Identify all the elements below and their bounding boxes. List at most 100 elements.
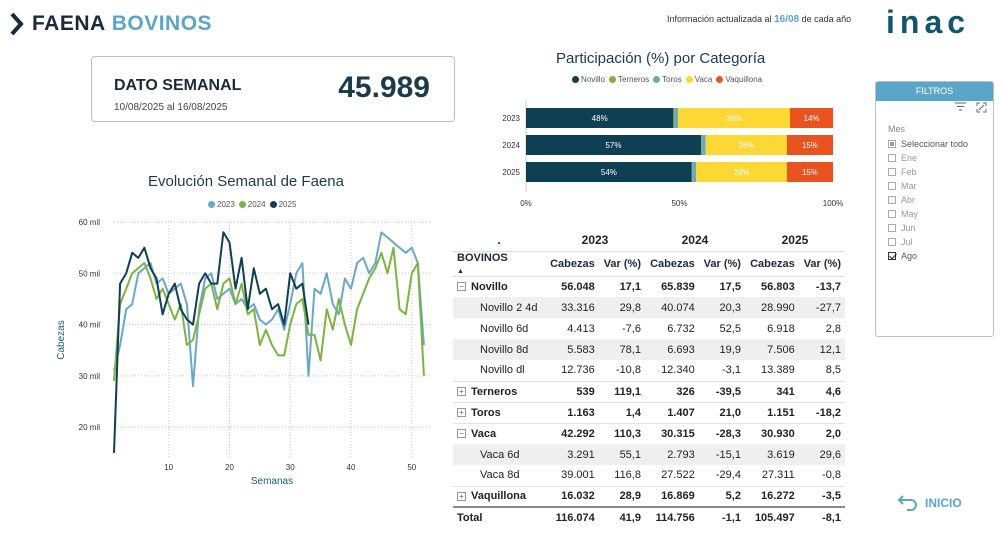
chevron-right-icon xyxy=(10,12,24,36)
inicio-button[interactable]: INICIO xyxy=(897,492,962,514)
table-row[interactable]: + Toros 1.163 1,4 1.407 21,0 1.151 -18,2 xyxy=(453,401,845,423)
expand-icon[interactable] xyxy=(976,102,987,113)
row-label: Novillo 6d xyxy=(480,322,529,335)
row-label-cell: Total xyxy=(453,506,545,528)
clear-filter-icon[interactable] xyxy=(955,102,966,111)
table-row[interactable]: − Novillo 56.048 17,1 65.839 17,5 56.803 -13,7 xyxy=(453,275,845,297)
legend-item[interactable]: 2025 xyxy=(269,200,296,209)
filter-checkbox[interactable] xyxy=(888,154,896,162)
cabezas-cell: 3.291 xyxy=(545,444,599,465)
bar-chart-title: Participación (%) por Categoría xyxy=(556,50,766,67)
column-header-cabezas[interactable]: Cabezas xyxy=(744,251,799,277)
collapse-icon[interactable]: − xyxy=(457,282,466,292)
cabezas-cell: 30.315 xyxy=(644,422,699,444)
legend-item[interactable]: Novillo xyxy=(572,75,605,84)
sort-ascending-icon[interactable]: ▲ xyxy=(457,267,464,275)
column-header-var[interactable]: Var (%) xyxy=(698,251,745,277)
filter-checkbox[interactable] xyxy=(888,224,896,232)
cabezas-cell: 16.869 xyxy=(644,485,699,507)
bar-segment[interactable] xyxy=(674,108,678,128)
series-line-2025[interactable] xyxy=(113,231,310,453)
cabezas-cell: 1.407 xyxy=(644,401,699,423)
filter-option[interactable]: Abr xyxy=(888,193,968,207)
filter-option[interactable]: Ago xyxy=(888,249,968,263)
series-line-2023[interactable] xyxy=(113,231,425,388)
filter-checkbox[interactable] xyxy=(888,168,896,176)
legend-item[interactable]: Vaquillona xyxy=(716,75,762,84)
legend-item[interactable]: Terneros xyxy=(609,75,649,84)
cabezas-cell: 30.930 xyxy=(744,422,799,444)
filter-option[interactable]: Jul xyxy=(888,235,968,249)
bar-segment[interactable] xyxy=(526,108,674,128)
filter-option[interactable]: Ene xyxy=(888,151,968,165)
filter-checkbox[interactable] xyxy=(888,196,896,204)
cabezas-cell: 12.736 xyxy=(561,364,595,377)
bar-segment[interactable] xyxy=(526,135,701,155)
filter-option[interactable]: Jun xyxy=(888,221,968,235)
bar-segment[interactable] xyxy=(526,162,692,182)
expand-row-icon[interactable]: + xyxy=(457,408,466,418)
filter-option-label: Abr xyxy=(901,195,916,205)
bar-segment[interactable] xyxy=(700,135,702,155)
bar-segment[interactable] xyxy=(790,108,833,128)
bar-segment[interactable] xyxy=(696,162,787,182)
column-header-var[interactable]: Var (%) xyxy=(798,251,845,277)
filter-option-label: Ago xyxy=(901,251,918,261)
column-header-cabezas[interactable]: Cabezas xyxy=(644,251,699,277)
legend-item[interactable]: 2023 xyxy=(208,200,235,209)
legend-dot xyxy=(238,201,246,208)
filter-option[interactable]: Feb xyxy=(888,165,968,179)
legend-item[interactable]: Vaca xyxy=(685,75,712,84)
bar-segment[interactable] xyxy=(691,162,693,182)
series-line-2024[interactable] xyxy=(113,246,425,382)
bar-data-label: 15% xyxy=(802,168,818,177)
filter-checkbox[interactable] xyxy=(888,252,896,260)
filter-option[interactable]: Seleccionar todo xyxy=(888,137,968,151)
expand-row-icon[interactable]: + xyxy=(457,387,466,397)
header-bovinos-label: BOVINOS xyxy=(457,251,508,264)
column-header-cabezas[interactable]: Cabezas xyxy=(545,251,599,277)
expand-row-icon[interactable]: + xyxy=(457,491,466,501)
table-row[interactable]: Vaca 8d 39.001 116,8 27.522 -29,4 27.311 -0,8 xyxy=(453,465,845,486)
table-row[interactable]: Total 116.074 41,9 114.756 -1,1 105.497 -8,1 xyxy=(453,506,845,528)
back-arrow-icon xyxy=(897,495,917,511)
table-row[interactable]: + Vaquillona 16.032 28,9 16.869 5,2 16.272 -3,5 xyxy=(453,485,845,507)
collapse-icon[interactable]: − xyxy=(457,429,466,439)
bar-segment[interactable] xyxy=(786,162,833,182)
column-header-bovinos[interactable]: BOVINOS ▲ xyxy=(453,251,545,277)
cabezas-cell: 1.163 xyxy=(545,401,599,423)
legend-item[interactable]: 2024 xyxy=(238,200,266,209)
filter-checkbox[interactable] xyxy=(888,238,896,246)
bar-segment[interactable] xyxy=(786,135,833,155)
bar-segment[interactable] xyxy=(692,162,697,182)
row-label-cell: Vaca 6d xyxy=(453,444,545,465)
legend-item[interactable]: Toros xyxy=(653,75,682,84)
filter-option[interactable]: May xyxy=(888,207,968,221)
bar-segment[interactable] xyxy=(705,135,787,155)
table-row[interactable]: Novillo 6d 4.413 -7,6 6.732 52,5 6.918 2,8 xyxy=(453,318,845,339)
legend-dot xyxy=(685,76,693,83)
column-header-var[interactable]: Var (%) xyxy=(598,251,645,277)
y-tick-label: 30 mil xyxy=(79,372,101,381)
filter-checkbox[interactable] xyxy=(888,140,896,148)
x-tick-label: 40 xyxy=(347,463,356,472)
bar-segment[interactable] xyxy=(673,108,675,128)
filter-option-label: May xyxy=(901,209,919,219)
table-row[interactable]: Novillo 2 4d 33.316 29,8 40.074 20,3 28.990 -2… xyxy=(453,297,845,318)
bar-data-label: 57% xyxy=(605,141,621,150)
bar-segment[interactable] xyxy=(677,108,791,128)
filter-checkbox[interactable] xyxy=(888,182,896,190)
filter-checkbox[interactable] xyxy=(888,210,896,218)
bar-segment[interactable] xyxy=(701,135,706,155)
table-row[interactable]: Vaca 6d 3.291 55,1 2.793 -15,1 3.619 29,6 xyxy=(453,444,845,465)
legend-label: 2023 xyxy=(217,200,235,209)
row-label-cell: + Terneros xyxy=(453,380,545,402)
table-row[interactable]: − Vaca 42.292 110,3 30.315 -28,3 30.930 2,0 xyxy=(453,422,845,444)
filter-option[interactable]: Mar xyxy=(888,179,968,193)
table-row[interactable]: Novillo 8d 5.583 78,1 6.693 19,9 7.506 12,1 xyxy=(453,339,845,360)
table-row[interactable]: Novillo dl 12.736 -10,8 12.340 -3,1 13.389 8,5 xyxy=(453,360,845,381)
cabezas-cell: 56.048 xyxy=(545,275,599,297)
legend-dot xyxy=(609,76,617,83)
table-row[interactable]: + Terneros 539 119,1 326 -39,5 341 4,6 xyxy=(453,380,845,402)
line-chart-title: Evolución Semanal de Faena xyxy=(148,173,344,190)
